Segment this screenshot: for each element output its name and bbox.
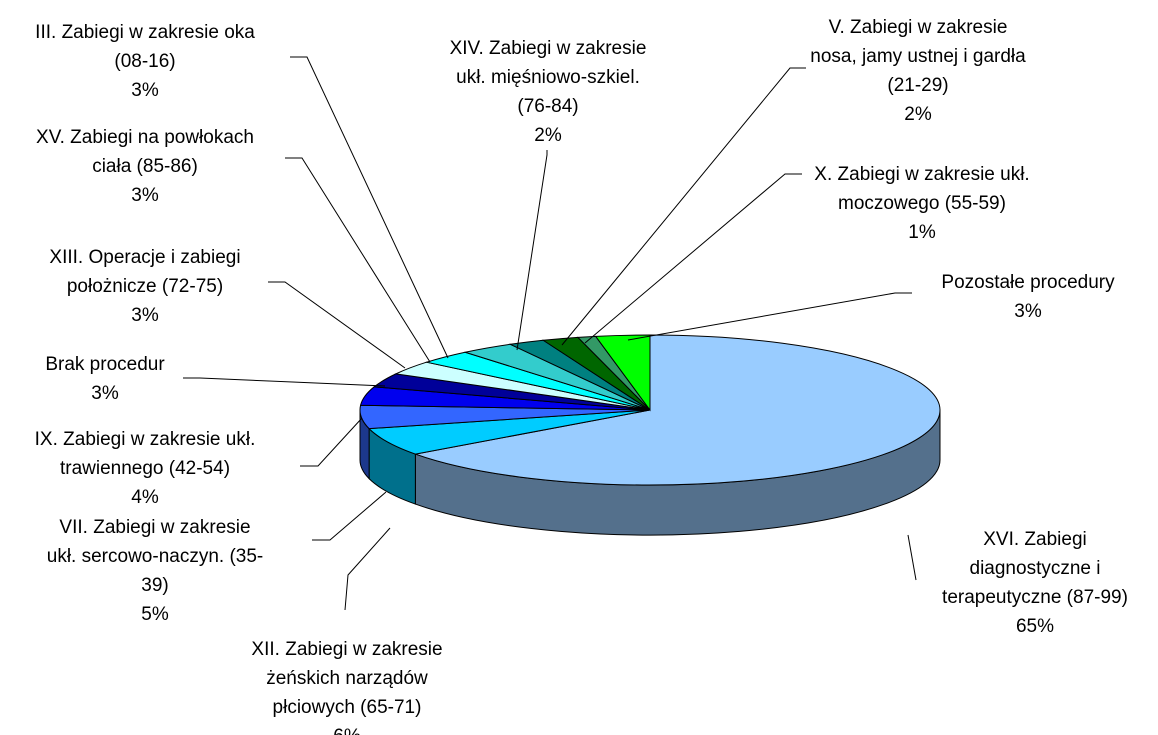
category-label: XVI. Zabiegi diagnostyczne i terapeutycz…	[942, 529, 1128, 608]
leader-line	[183, 377, 386, 387]
category-label: V. Zabiegi w zakresie nosa, jamy ustnej …	[810, 17, 1026, 96]
value-label: 5%	[141, 604, 169, 625]
value-label: 2%	[534, 125, 562, 146]
leader-line	[561, 67, 806, 346]
leader-line	[285, 157, 431, 363]
slice-label: XV. Zabiegi na powłokach ciała (85-86) 3%	[36, 123, 254, 210]
category-label: IX. Zabiegi w zakresie ukł. trawiennego …	[34, 429, 256, 479]
slice-label: Pozostałe procedury 3%	[941, 268, 1114, 326]
slice-label: V. Zabiegi w zakresie nosa, jamy ustnej …	[810, 13, 1025, 129]
value-label: 2%	[904, 104, 932, 125]
slice-label: XII. Zabiegi w zakresie żeńskich narządó…	[251, 635, 442, 735]
value-label: 3%	[131, 185, 159, 206]
leader-line	[584, 173, 802, 344]
pie-slice	[413, 334, 941, 486]
value-label: 3%	[1014, 301, 1042, 322]
value-label: 6%	[251, 722, 442, 735]
leader-line	[907, 534, 917, 581]
category-label: XIII. Operacje i zabiegi położnicze (72-…	[49, 247, 241, 297]
value-label: 3%	[131, 80, 159, 101]
leader-line	[268, 281, 406, 369]
value-label: 3%	[91, 383, 119, 404]
category-label: XII. Zabiegi w zakresie żeńskich narządó…	[251, 639, 443, 718]
category-label: VII. Zabiegi w zakresie ukł. sercowo-nac…	[46, 517, 264, 596]
value-label: 65%	[1015, 616, 1055, 637]
leader-line	[516, 150, 548, 351]
slice-label: XIII. Operacje i zabiegi położnicze (72-…	[49, 243, 240, 330]
value-label: 4%	[131, 487, 159, 508]
slice-label: VII. Zabiegi w zakresie ukł. sercowo-nac…	[47, 513, 263, 629]
value-label: 3%	[131, 305, 159, 326]
slice-label: XVI. Zabiegi diagnostyczne i terapeutycz…	[942, 525, 1128, 641]
slice-label: XIV. Zabiegi w zakresie ukł. mięśniowo-s…	[450, 34, 647, 150]
leader-line	[627, 292, 912, 341]
slice-label: III. Zabiegi w zakresie oka (08-16) 3%	[35, 18, 255, 105]
value-label: 1%	[908, 222, 936, 243]
slice-label: X. Zabiegi w zakresie ukł. moczowego (55…	[814, 160, 1029, 247]
category-label: III. Zabiegi w zakresie oka (08-16)	[35, 22, 255, 72]
category-label: X. Zabiegi w zakresie ukł. moczowego (55…	[814, 164, 1030, 214]
leader-line	[344, 527, 391, 611]
category-label: Pozostałe procedury	[941, 272, 1115, 293]
category-label: XIV. Zabiegi w zakresie ukł. mięśniowo-s…	[449, 38, 647, 117]
leader-line	[312, 491, 387, 541]
category-label: XV. Zabiegi na powłokach ciała (85-86)	[36, 127, 254, 177]
slice-label: IX. Zabiegi w zakresie ukł. trawiennego …	[35, 425, 256, 512]
category-label: Brak procedur	[45, 354, 165, 375]
pie-slice	[594, 334, 651, 412]
leader-line	[290, 56, 449, 359]
leader-line	[300, 417, 363, 467]
slice-label: Brak procedur 3%	[45, 350, 164, 408]
